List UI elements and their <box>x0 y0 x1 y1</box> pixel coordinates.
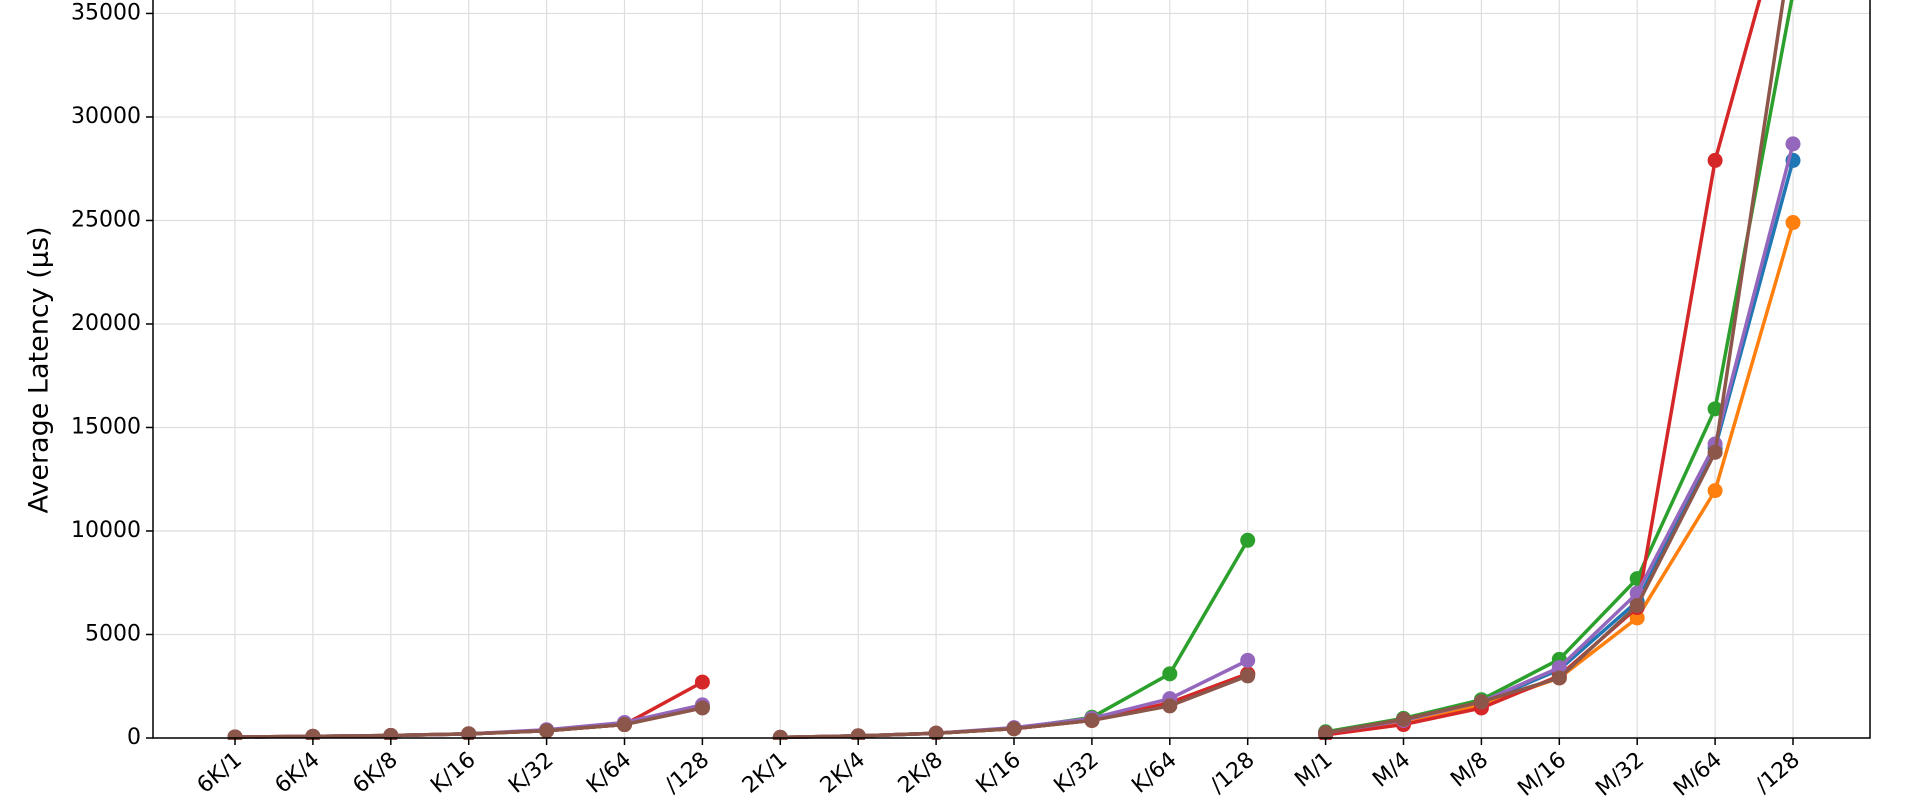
grid <box>153 0 1870 739</box>
x-tick-label: 6K/4 <box>271 747 325 798</box>
x-tick-label: /128 <box>1206 747 1260 798</box>
data-point <box>694 700 710 716</box>
x-tick-label: 6K/8 <box>348 747 402 798</box>
data-point <box>1396 711 1411 727</box>
y-tick-label: 35000 <box>71 0 141 25</box>
x-tick-label: 2K/4 <box>816 747 870 798</box>
data-point <box>305 728 321 740</box>
data-point <box>1629 598 1645 614</box>
x-tick-label: 6K/1 <box>193 747 247 798</box>
x-tick-label: K/16 <box>972 747 1026 798</box>
x-tick-label: K/32 <box>504 747 558 798</box>
data-point <box>1084 712 1100 728</box>
data-point <box>1707 401 1723 417</box>
x-tick-label: /128 <box>660 747 714 798</box>
data-point <box>1785 136 1801 152</box>
data-point <box>694 674 710 690</box>
plot-area <box>227 0 1801 740</box>
y-tick-label: 5000 <box>85 621 141 646</box>
data-point <box>1785 215 1801 231</box>
data-point <box>1162 698 1178 714</box>
data-point <box>1240 532 1256 548</box>
data-point <box>1006 721 1022 737</box>
data-point <box>1629 610 1645 626</box>
x-tick-label: K/64 <box>1127 747 1181 798</box>
y-tick-label: 20000 <box>71 311 141 336</box>
data-point <box>383 728 399 740</box>
data-point <box>1240 652 1256 668</box>
data-point <box>928 725 944 740</box>
data-point <box>1707 152 1723 168</box>
y-axis-label: Average Latency (µs) <box>24 226 55 513</box>
plot-frame <box>152 0 1871 739</box>
y-tick-label: 0 <box>127 725 141 750</box>
data-point <box>539 723 555 739</box>
x-tick-label: M/4 <box>1368 747 1415 792</box>
x-tick-label: M/1 <box>1290 747 1337 792</box>
x-tick-label: K/64 <box>582 747 636 798</box>
y-tick-label: 30000 <box>71 104 141 129</box>
data-point <box>1473 694 1489 710</box>
data-point <box>850 728 866 740</box>
data-point <box>1240 668 1256 684</box>
y-tick-label: 25000 <box>71 207 141 232</box>
data-point <box>1707 483 1723 499</box>
y-tick-label: 10000 <box>71 518 141 543</box>
data-point <box>461 726 477 740</box>
y-tick-label: 15000 <box>71 414 141 439</box>
data-point <box>1551 660 1567 676</box>
x-tick-label: M/8 <box>1446 747 1493 792</box>
x-tick-label: 2K/1 <box>738 747 792 798</box>
data-point <box>1707 444 1723 460</box>
x-tick-label: 2K/8 <box>894 747 948 798</box>
x-tick-label: M/64 <box>1669 747 1727 800</box>
x-tick-label: /128 <box>1751 747 1805 798</box>
x-tick-label: K/32 <box>1050 747 1104 798</box>
data-point <box>1318 725 1334 740</box>
data-point <box>1162 666 1178 682</box>
data-point <box>1551 670 1567 686</box>
data-point <box>617 717 632 733</box>
x-tick-label: M/16 <box>1513 747 1571 800</box>
x-tick-label: M/32 <box>1591 747 1649 800</box>
x-tick-label: K/16 <box>426 747 480 798</box>
